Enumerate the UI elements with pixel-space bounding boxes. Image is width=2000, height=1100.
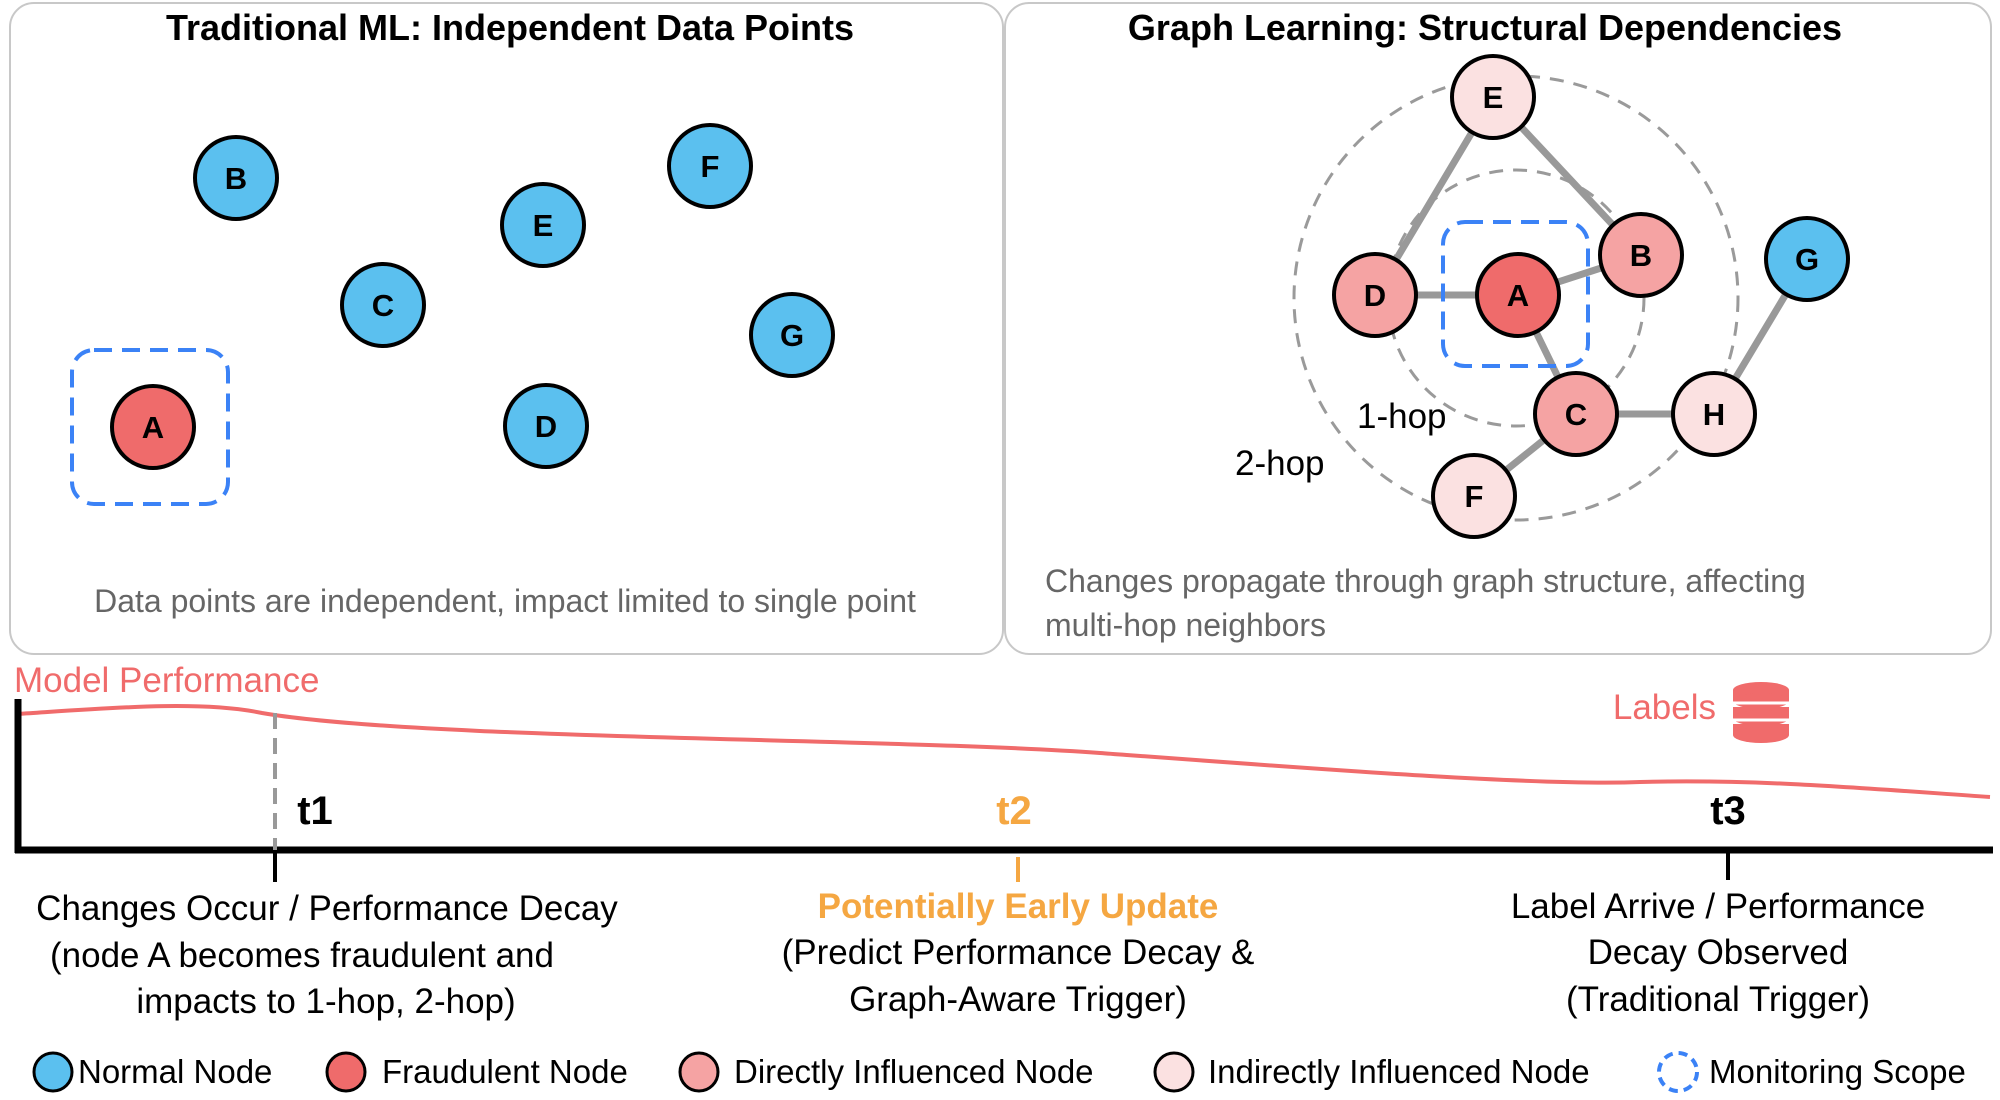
- right-panel: Graph Learning: Structural Dependencies …: [1004, 2, 1992, 655]
- node-label: G: [780, 318, 804, 353]
- one-hop-ring: [1386, 168, 1646, 428]
- legend-item-normal: Normal Node: [32, 1051, 272, 1093]
- right-panel-caption-line-1: Changes propagate through graph structur…: [1045, 563, 1806, 599]
- normal-node-swatch: [32, 1051, 74, 1093]
- labels-text: Labels: [1613, 688, 1716, 727]
- left-panel-frame: [9, 2, 1004, 655]
- performance-curve: [17, 704, 1991, 799]
- model-performance-label: Model Performance: [14, 661, 319, 700]
- t2-description-line-2: (Predict Performance Decay &: [782, 933, 1255, 972]
- legend: Normal Node Fraudulent Node Directly Inf…: [32, 1051, 1966, 1093]
- node-label: E: [533, 208, 554, 243]
- legend-label: Indirectly Influenced Node: [1208, 1053, 1590, 1090]
- monitoring-scope-swatch: [1657, 1051, 1699, 1093]
- legend-item-indirect: Indirectly Influenced Node: [1153, 1051, 1590, 1093]
- node-label: D: [535, 409, 557, 444]
- indirect-node-swatch: [1153, 1051, 1195, 1093]
- node-label: B: [225, 161, 247, 196]
- t3-description-line-2: Decay Observed: [1588, 933, 1849, 972]
- node-label: G: [1795, 242, 1819, 277]
- legend-label: Normal Node: [78, 1053, 272, 1090]
- direct-node-swatch: [678, 1051, 720, 1093]
- two-hop-label: 2-hop: [1235, 444, 1325, 483]
- left-panel: Traditional ML: Independent Data Points …: [9, 2, 1004, 655]
- fraudulent-node-swatch: [325, 1051, 367, 1093]
- t1-label: t1: [297, 789, 333, 833]
- legend-label: Directly Influenced Node: [734, 1053, 1094, 1090]
- left-node-b: B: [193, 135, 279, 221]
- node-label: B: [1630, 238, 1652, 273]
- t3-description-line-1: Label Arrive / Performance: [1511, 887, 1925, 926]
- left-node-a: A: [110, 384, 196, 470]
- database-icon: [1733, 682, 1789, 743]
- node-label: C: [1565, 397, 1587, 432]
- right-node-f: F: [1431, 453, 1517, 539]
- right-node-g: G: [1764, 216, 1850, 302]
- right-panel-title: Graph Learning: Structural Dependencies: [1128, 7, 1842, 48]
- right-node-e: E: [1450, 54, 1536, 140]
- node-label: C: [372, 288, 394, 323]
- node-label: F: [1465, 479, 1484, 514]
- node-label: H: [1703, 397, 1725, 432]
- t2-label: t2: [996, 789, 1032, 833]
- left-node-e: E: [500, 182, 586, 268]
- left-node-d: D: [503, 383, 589, 469]
- right-node-b: B: [1598, 212, 1684, 298]
- left-monitoring-scope: [70, 348, 230, 506]
- legend-item-scope: Monitoring Scope: [1657, 1051, 1966, 1093]
- one-hop-label: 1-hop: [1357, 397, 1447, 436]
- left-panel-title: Traditional ML: Independent Data Points: [166, 7, 854, 48]
- node-label: F: [701, 149, 720, 184]
- node-label: A: [142, 410, 164, 445]
- legend-item-fraudulent: Fraudulent Node: [325, 1051, 628, 1093]
- t2-description-line-1: Potentially Early Update: [818, 887, 1219, 926]
- left-panel-caption: Data points are independent, impact limi…: [94, 583, 916, 619]
- left-node-g: G: [749, 292, 835, 378]
- legend-label: Monitoring Scope: [1709, 1053, 1966, 1090]
- t2-description-line-3: Graph-Aware Trigger): [849, 980, 1187, 1019]
- right-monitoring-scope: [1441, 220, 1590, 368]
- right-node-a: A: [1475, 252, 1561, 338]
- timeline: Model Performance Labels t1 Changes Occu…: [14, 661, 1993, 1021]
- right-node-h: H: [1671, 371, 1757, 457]
- t3-description-line-3: (Traditional Trigger): [1566, 980, 1870, 1019]
- node-label: E: [1483, 80, 1504, 115]
- t1-description-line-1: Changes Occur / Performance Decay: [36, 889, 618, 928]
- legend-item-direct: Directly Influenced Node: [678, 1051, 1094, 1093]
- t1-description-line-3: impacts to 1-hop, 2-hop): [136, 982, 515, 1021]
- node-label: A: [1507, 278, 1529, 313]
- left-node-f: F: [667, 123, 753, 209]
- node-label: D: [1364, 278, 1386, 313]
- t3-label: t3: [1710, 789, 1746, 833]
- left-node-c: C: [340, 262, 426, 348]
- right-node-c: C: [1533, 371, 1619, 457]
- right-node-d: D: [1332, 252, 1418, 338]
- t1-description-line-2: (node A becomes fraudulent and: [50, 936, 554, 975]
- legend-label: Fraudulent Node: [382, 1053, 628, 1090]
- right-panel-caption-line-2: multi-hop neighbors: [1045, 607, 1326, 643]
